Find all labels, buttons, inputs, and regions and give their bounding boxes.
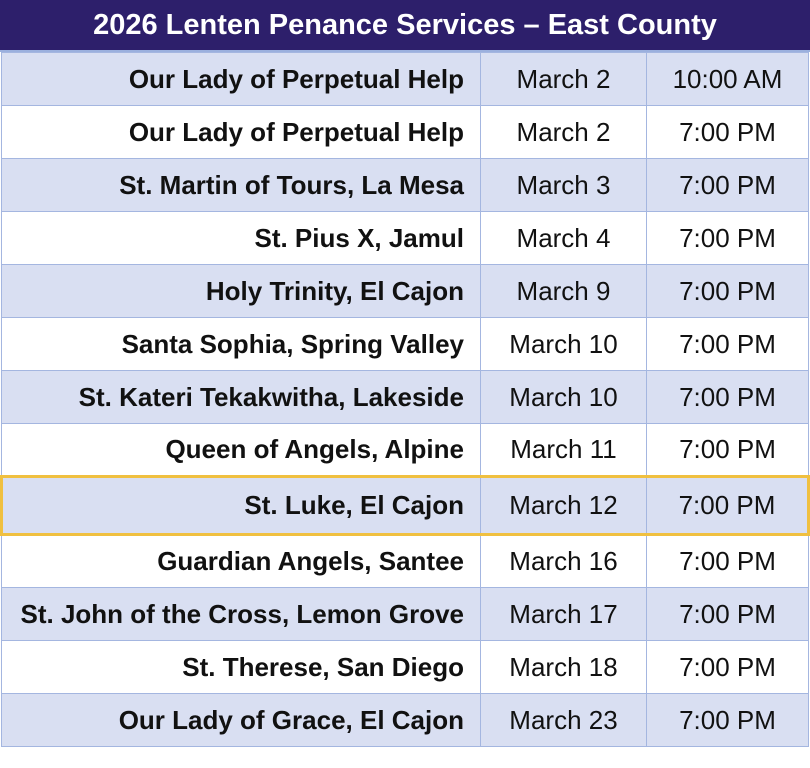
location-cell: St. John of the Cross, Lemon Grove (1, 587, 481, 641)
table-row: St. Kateri Tekakwitha, Lakeside March 10 7… (1, 370, 809, 424)
location-cell: Holy Trinity, El Cajon (1, 264, 481, 318)
time-cell: 7:00 PM (646, 370, 809, 424)
location-cell: Our Lady of Perpetual Help (1, 105, 481, 159)
location-cell: St. Pius X, Jamul (1, 211, 481, 265)
table-row: Holy Trinity, El Cajon March 9 7:00 PM (1, 264, 809, 318)
date-cell: March 23 (480, 693, 647, 747)
table-row: St. Pius X, Jamul March 4 7:00 PM (1, 211, 809, 265)
location-cell: Guardian Angels, Santee (1, 534, 481, 588)
time-cell: 10:00 AM (646, 52, 809, 106)
date-cell: March 12 (480, 475, 647, 536)
time-cell: 7:00 PM (646, 105, 809, 159)
penance-schedule-table: Our Lady of Perpetual Help March 2 10:00 A… (0, 52, 810, 747)
date-cell: March 17 (480, 587, 647, 641)
location-cell: St. Therese, San Diego (1, 640, 481, 694)
table-row: Our Lady of Perpetual Help March 2 10:00 A… (1, 52, 809, 106)
location-cell: St. Luke, El Cajon (0, 475, 481, 536)
location-cell: St. Kateri Tekakwitha, Lakeside (1, 370, 481, 424)
date-cell: March 11 (480, 423, 647, 477)
table-row: Santa Sophia, Spring Valley March 10 7:00 … (1, 317, 809, 371)
time-cell: 7:00 PM (646, 211, 809, 265)
location-cell: Our Lady of Perpetual Help (1, 52, 481, 106)
date-cell: March 4 (480, 211, 647, 265)
date-cell: March 3 (480, 158, 647, 212)
date-cell: March 10 (480, 317, 647, 371)
date-cell: March 2 (480, 105, 647, 159)
table-row-highlighted: St. Luke, El Cajon March 12 7:00 PM (0, 475, 810, 536)
time-cell: 7:00 PM (646, 693, 809, 747)
table-row: Our Lady of Grace, El Cajon March 23 7:00 … (1, 693, 809, 747)
location-cell: Our Lady of Grace, El Cajon (1, 693, 481, 747)
location-cell: Queen of Angels, Alpine (1, 423, 481, 477)
table-row: Guardian Angels, Santee March 16 7:00 PM (1, 534, 809, 588)
time-cell: 7:00 PM (646, 640, 809, 694)
time-cell: 7:00 PM (646, 158, 809, 212)
date-cell: March 2 (480, 52, 647, 106)
table-row: St. Therese, San Diego March 18 7:00 PM (1, 640, 809, 694)
time-cell: 7:00 PM (646, 264, 809, 318)
location-cell: Santa Sophia, Spring Valley (1, 317, 481, 371)
time-cell: 7:00 PM (646, 317, 809, 371)
table-row: Queen of Angels, Alpine March 11 7:00 PM (1, 423, 809, 477)
table-row: Our Lady of Perpetual Help March 2 7:00 PM (1, 105, 809, 159)
table-title: 2026 Lenten Penance Services – East Coun… (0, 0, 810, 52)
date-cell: March 16 (480, 534, 647, 588)
table-row: St. Martin of Tours, La Mesa March 3 7:00 … (1, 158, 809, 212)
time-cell: 7:00 PM (646, 475, 810, 536)
time-cell: 7:00 PM (646, 534, 809, 588)
location-cell: St. Martin of Tours, La Mesa (1, 158, 481, 212)
date-cell: March 9 (480, 264, 647, 318)
date-cell: March 18 (480, 640, 647, 694)
time-cell: 7:00 PM (646, 587, 809, 641)
table-row: St. John of the Cross, Lemon Grove March … (1, 587, 809, 641)
time-cell: 7:00 PM (646, 423, 809, 477)
date-cell: March 10 (480, 370, 647, 424)
